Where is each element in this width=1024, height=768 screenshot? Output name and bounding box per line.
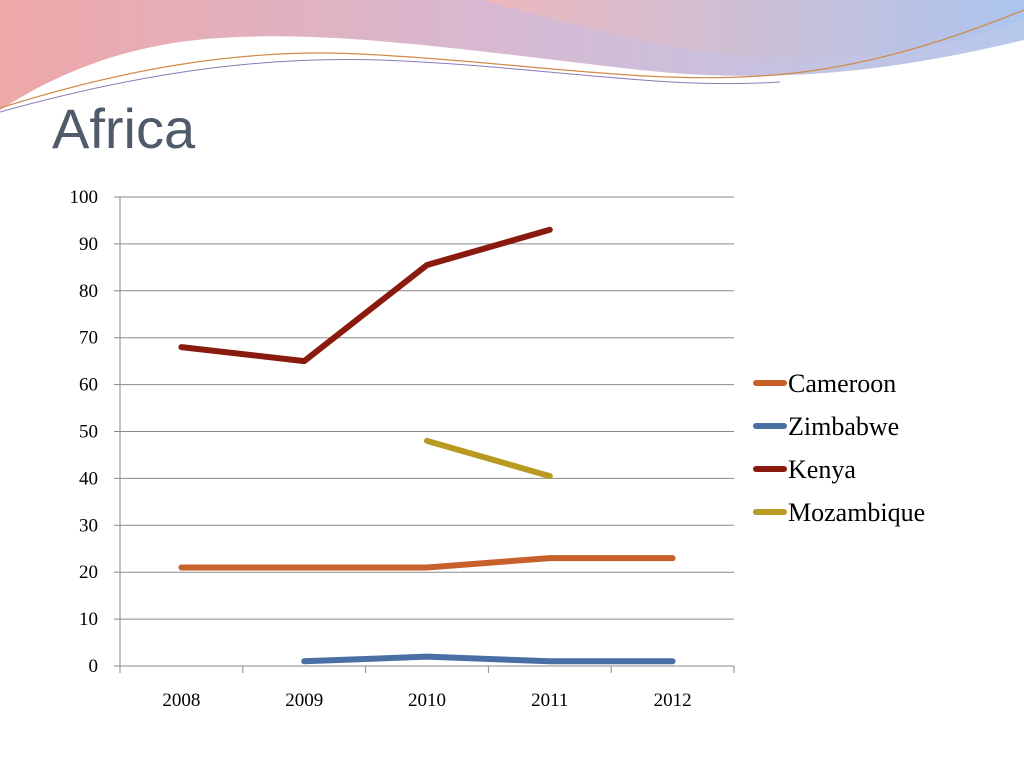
y-tick-label: 80 [79, 281, 98, 302]
y-tick-label: 50 [79, 422, 98, 443]
x-tick-label: 2008 [162, 690, 200, 711]
series-line-cameroon [178, 555, 676, 571]
series-line-kenya [178, 226, 553, 365]
slide-title: Africa [52, 97, 196, 160]
y-tick-label: 70 [79, 328, 98, 349]
y-tick-label: 20 [79, 562, 98, 583]
x-tick-label: 2009 [285, 690, 323, 711]
chart-series-lines [178, 226, 676, 665]
y-tick-label: 30 [79, 515, 98, 536]
y-tick-label: 0 [89, 656, 99, 677]
legend-label-cameroon: Cameroon [788, 369, 896, 398]
legend-label-kenya: Kenya [788, 455, 856, 484]
decorative-header-wave [0, 0, 1024, 113]
y-tick-label: 90 [79, 234, 98, 255]
legend-label-mozambique: Mozambique [788, 498, 925, 527]
x-tick-label: 2012 [654, 690, 692, 711]
y-tick-label: 40 [79, 468, 98, 489]
chart-legend: Cameroon Zimbabwe Kenya Mozambique [753, 369, 925, 527]
y-tick-label: 60 [79, 375, 98, 396]
series-line-mozambique [424, 437, 553, 480]
x-tick-label: 2010 [408, 690, 446, 711]
series-line-zimbabwe [301, 653, 676, 665]
y-axis-tick-labels: 0 10 20 30 40 50 60 70 80 90 100 [70, 187, 99, 677]
y-tick-label: 100 [70, 187, 99, 208]
chart-gridlines [114, 196, 734, 667]
legend-label-zimbabwe: Zimbabwe [788, 412, 899, 441]
chart-axes [119, 197, 735, 673]
y-tick-label: 10 [79, 609, 98, 630]
x-axis-tick-labels: 2008 2009 2010 2011 2012 [162, 690, 691, 711]
x-tick-label: 2011 [531, 690, 568, 711]
